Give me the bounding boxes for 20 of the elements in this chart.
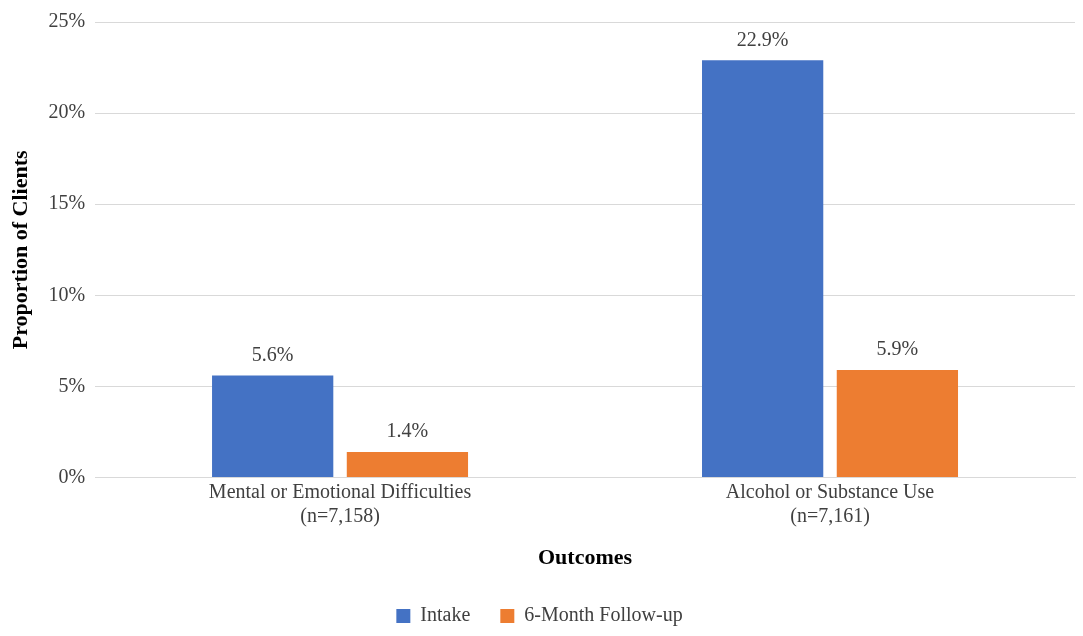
- legend-label: Intake: [420, 603, 471, 626]
- x-tick-label: Mental or Emotional Difficulties (n=7,158): [208, 479, 472, 527]
- bar: [346, 452, 469, 478]
- y-tick-label: 5%: [58, 373, 86, 396]
- legend-label: 6-Month Follow-up: [524, 603, 683, 627]
- x-axis-title: Outcomes: [537, 544, 633, 570]
- text: 22.9%: [736, 27, 789, 50]
- x-tick-label: Alcohol or Substance Use (n=7,161): [725, 479, 935, 527]
- y-tick-label: 20%: [48, 100, 86, 123]
- y-tick-label: 10%: [48, 282, 86, 305]
- text: 5.9%: [876, 337, 919, 360]
- y-tick-label: 15%: [48, 191, 86, 214]
- bar: [212, 375, 334, 478]
- y-axis-title: Proportion of Clients: [6, 149, 32, 350]
- bar: [836, 370, 959, 478]
- text: 5.6%: [251, 342, 294, 365]
- y-tick-label: 0%: [58, 464, 86, 487]
- text: 1.4%: [386, 419, 429, 442]
- y-tick-label: 25%: [48, 9, 86, 32]
- bar: [702, 60, 824, 478]
